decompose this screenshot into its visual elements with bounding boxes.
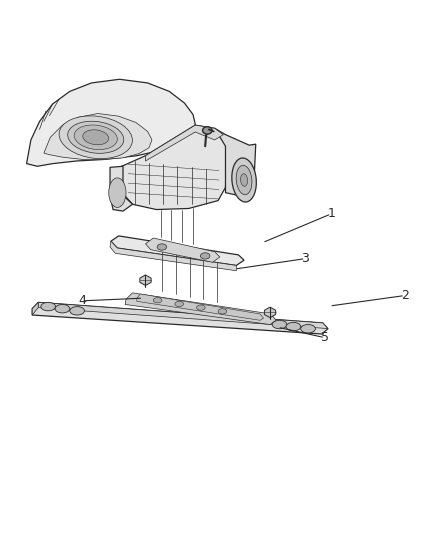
Polygon shape (38, 302, 328, 329)
Ellipse shape (83, 130, 109, 145)
Ellipse shape (301, 325, 315, 333)
Ellipse shape (218, 309, 227, 314)
Ellipse shape (153, 297, 162, 303)
Polygon shape (27, 79, 195, 166)
Ellipse shape (157, 244, 167, 250)
Polygon shape (111, 236, 244, 265)
Ellipse shape (202, 127, 212, 134)
Ellipse shape (70, 306, 85, 315)
Polygon shape (125, 293, 276, 325)
Polygon shape (137, 294, 264, 320)
Text: 4: 4 (79, 294, 87, 308)
Ellipse shape (74, 125, 117, 150)
Ellipse shape (41, 302, 56, 311)
Ellipse shape (201, 253, 210, 259)
Text: 2: 2 (401, 289, 409, 302)
Polygon shape (44, 114, 152, 159)
Text: 3: 3 (301, 252, 309, 265)
Polygon shape (140, 275, 151, 286)
Polygon shape (145, 125, 223, 161)
Ellipse shape (175, 301, 184, 306)
Ellipse shape (272, 320, 287, 329)
Polygon shape (145, 238, 220, 262)
Ellipse shape (240, 174, 247, 187)
Ellipse shape (109, 178, 126, 207)
Ellipse shape (55, 304, 70, 313)
Polygon shape (110, 166, 133, 211)
Polygon shape (122, 125, 228, 209)
Ellipse shape (286, 322, 301, 331)
Polygon shape (215, 128, 256, 197)
Text: 1: 1 (328, 207, 336, 220)
Polygon shape (32, 302, 328, 334)
Ellipse shape (236, 165, 252, 195)
Polygon shape (32, 302, 38, 315)
Text: 5: 5 (321, 331, 329, 344)
Polygon shape (110, 241, 236, 271)
Ellipse shape (68, 121, 124, 154)
Polygon shape (265, 307, 276, 318)
Ellipse shape (232, 158, 256, 202)
Ellipse shape (197, 305, 205, 310)
Ellipse shape (59, 116, 132, 159)
